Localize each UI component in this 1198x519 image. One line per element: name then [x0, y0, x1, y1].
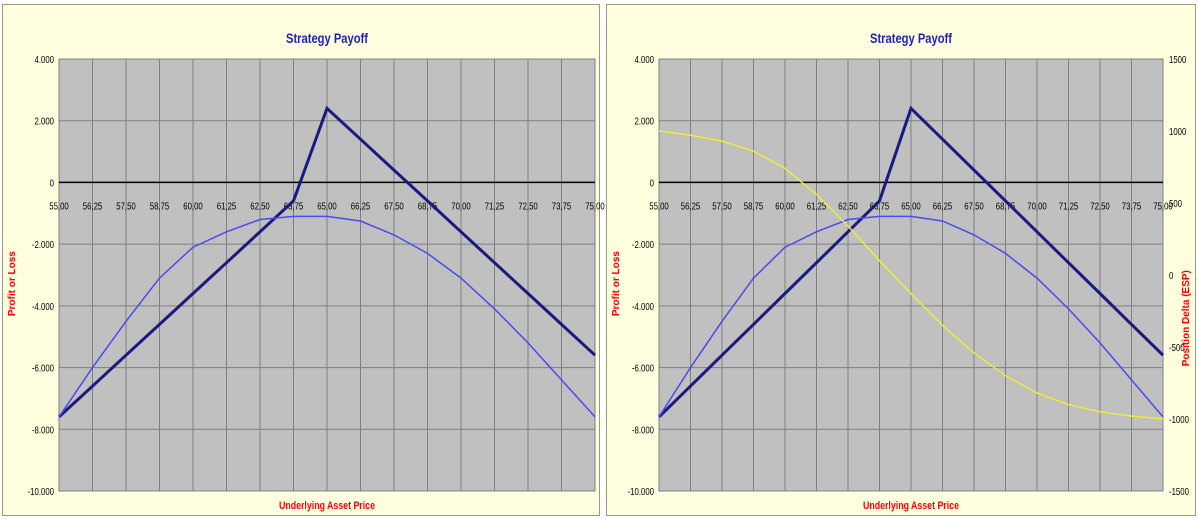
- payoff-current-line: [658, 215, 1164, 418]
- y2-tick-label: -1000: [1169, 414, 1189, 425]
- y-axis-label: Profit or Loss: [7, 251, 18, 316]
- y2-tick-label: 500: [1169, 198, 1182, 209]
- y-tick-label: -10.000: [628, 486, 654, 497]
- plot-border: [58, 58, 596, 492]
- x-tick-label: 55,00: [49, 201, 69, 212]
- chart-title: Strategy Payoff: [286, 31, 369, 46]
- x-tick-label: 71,25: [1059, 201, 1079, 212]
- plot-border: [658, 58, 1164, 492]
- y-tick-label: -6.000: [32, 363, 54, 374]
- y2-tick-label: -500: [1169, 342, 1185, 353]
- x-tick-label: 58,75: [744, 201, 764, 212]
- y-tick-label: 0: [650, 178, 654, 189]
- payoff-at-expiry-line: [57, 105, 597, 419]
- x-tick-label: 75,00: [585, 201, 605, 212]
- x-tick-label: 73,75: [1122, 201, 1142, 212]
- y-tick-label: -2.000: [632, 239, 654, 250]
- x-tick-label: 68,75: [418, 201, 438, 212]
- x-tick-label: 67,50: [964, 201, 984, 212]
- y-tick-label: 0: [50, 178, 54, 189]
- x-tick-label: 65,00: [901, 201, 921, 212]
- position-delta-line: [658, 130, 1164, 420]
- x-tick-label: 57,50: [116, 201, 136, 212]
- y2-tick-label: 0: [1169, 270, 1173, 281]
- y-tick-label: 2.000: [35, 116, 55, 127]
- x-tick-label: 66,25: [933, 201, 953, 212]
- payoff-chart-left: 55,00 56,25 57,50 58,75 60,00 61,25 62,50 63,75…: [7, 31, 605, 512]
- x-tick-label: 61,25: [217, 201, 237, 212]
- y2-tick-label: 1000: [1169, 126, 1186, 137]
- chart-panel-left: 55,00 56,25 57,50 58,75 60,00 61,25 62,50 63,75…: [2, 4, 605, 516]
- x-tick-label: 61,25: [807, 201, 827, 212]
- x-axis-label: Underlying Asset Price: [863, 500, 959, 512]
- y-tick-label: -8.000: [32, 424, 54, 435]
- y2-tick-label: 1500: [1169, 54, 1186, 65]
- x-tick-label: 56,25: [83, 201, 103, 212]
- x-tick-label: 56,25: [681, 201, 701, 212]
- x-tick-label: 70,00: [451, 201, 471, 212]
- x-tick-label: 55,00: [649, 201, 669, 212]
- x-axis-label: Underlying Asset Price: [279, 500, 375, 512]
- y2-tick-label: -1500: [1169, 486, 1189, 497]
- y-tick-label: 2.000: [635, 116, 655, 127]
- x-tick-label: 60,00: [775, 201, 795, 212]
- y-tick-label: 4.000: [35, 54, 55, 65]
- payoff-chart-right: 55,00 56,25 57,50 58,75 60,00 61,25 62,50 63,75…: [611, 31, 1192, 512]
- chart-title: Strategy Payoff: [870, 31, 953, 46]
- payoff-at-expiry-line: [657, 105, 1165, 418]
- x-tick-label: 62,50: [838, 201, 858, 212]
- x-tick-label: 57,50: [712, 201, 732, 212]
- y-tick-label: -6.000: [632, 363, 654, 374]
- x-tick-label: 63,75: [870, 201, 890, 212]
- x-tick-label: 66,25: [351, 201, 371, 212]
- x-tick-label: 73,75: [552, 201, 572, 212]
- y-tick-label: -4.000: [32, 301, 54, 312]
- x-tick-label: 68,75: [996, 201, 1016, 212]
- x-tick-label: 65,00: [317, 201, 337, 212]
- y-tick-label: -8.000: [632, 424, 654, 435]
- x-tick-label: 62,50: [250, 201, 270, 212]
- x-tick-label: 67,50: [384, 201, 404, 212]
- chart-panel-right: 55,00 56,25 57,50 58,75 60,00 61,25 62,50 63,75…: [606, 4, 1196, 516]
- payoff-current-line: [58, 215, 596, 418]
- y-tick-label: -4.000: [632, 301, 654, 312]
- x-tick-label: 75,00: [1153, 201, 1173, 212]
- x-tick-label: 60,00: [183, 201, 203, 212]
- x-tick-label: 63,75: [284, 201, 304, 212]
- x-tick-label: 71,25: [485, 201, 505, 212]
- y-tick-label: -2.000: [32, 239, 54, 250]
- x-tick-label: 72,50: [1090, 201, 1110, 212]
- y-tick-label: -10.000: [28, 486, 54, 497]
- x-tick-label: 72,50: [518, 201, 538, 212]
- x-tick-label: 70,00: [1027, 201, 1047, 212]
- y-axis-label: Profit or Loss: [611, 251, 622, 316]
- y-tick-label: 4.000: [635, 54, 655, 65]
- x-tick-label: 58,75: [150, 201, 170, 212]
- y2-axis-label: Position Delta (ESP): [1181, 270, 1192, 366]
